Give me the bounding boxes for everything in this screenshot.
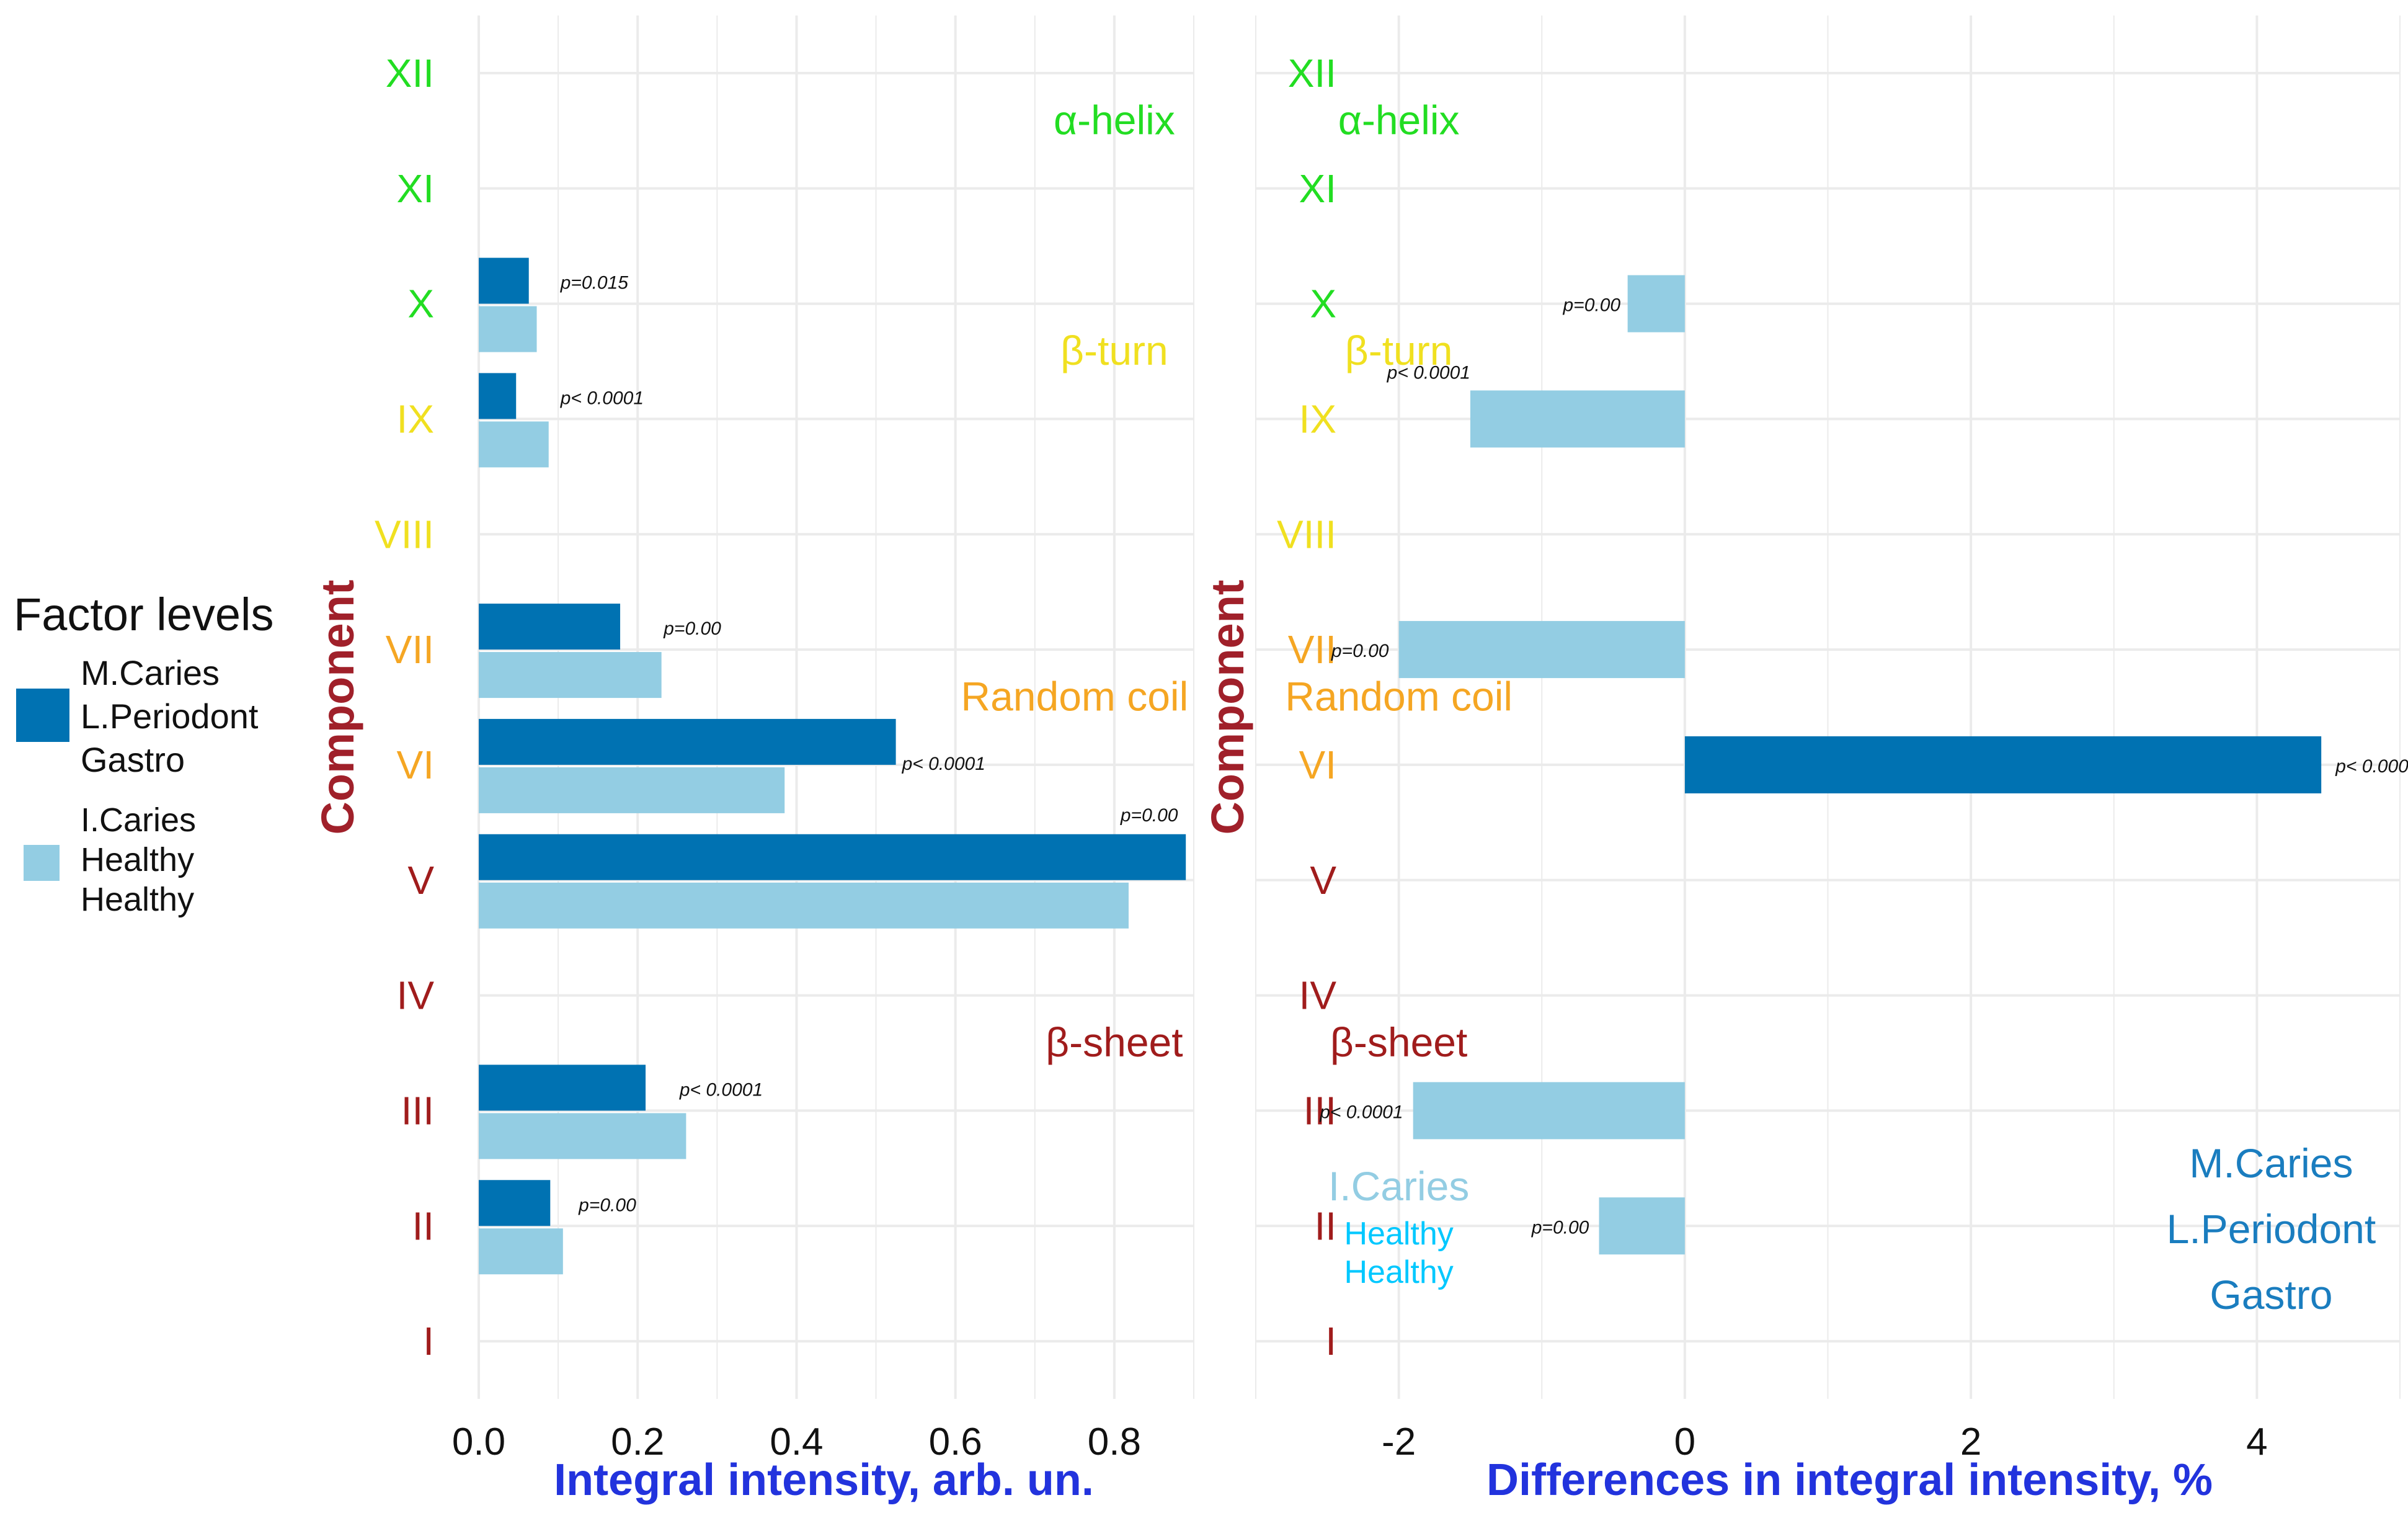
category-tick-label: IV — [397, 973, 435, 1018]
p-value-label: p< 0.0001 — [2335, 756, 2408, 777]
annotation-label: Healthy — [1344, 1216, 1453, 1252]
category-tick-label: III — [1304, 1088, 1336, 1133]
group-label: Random coil — [961, 673, 1188, 719]
legend-entry-dark-line: L.Periodont — [81, 697, 259, 736]
bar-dark-VI — [479, 718, 896, 765]
x-tick-label: 0.8 — [1088, 1421, 1141, 1463]
legend-swatch-dark — [16, 689, 69, 742]
bar-difference-IX — [1470, 390, 1685, 448]
annotation-label: Gastro — [2210, 1272, 2332, 1318]
category-tick-label: XI — [397, 166, 434, 211]
p-value-label: p=0.00 — [1331, 641, 1389, 661]
category-tick-label: XI — [1299, 166, 1336, 211]
p-value-label: p< 0.0001 — [902, 754, 985, 774]
bar-light-VII — [479, 652, 662, 698]
bar-dark-X — [479, 257, 529, 304]
category-tick-label: X — [407, 282, 434, 326]
bar-light-III — [479, 1113, 686, 1159]
category-tick-label: VII — [1288, 627, 1336, 672]
category-tick-label: II — [412, 1203, 434, 1248]
group-label: α-helix — [1338, 97, 1460, 143]
p-value-label: p< 0.0001 — [1319, 1102, 1403, 1122]
x-tick-label: -2 — [1382, 1421, 1416, 1463]
group-label: β-sheet — [1046, 1019, 1183, 1065]
category-tick-label: II — [1314, 1203, 1336, 1248]
category-tick-label: XII — [386, 51, 434, 96]
x-tick-label: 0 — [1674, 1421, 1695, 1463]
category-tick-label: IX — [397, 396, 434, 441]
category-tick-label: VIII — [1277, 512, 1336, 556]
bar-difference-II — [1599, 1197, 1685, 1255]
legend-title: Factor levels — [14, 589, 274, 640]
legend-entry-dark: M.Caries L.Periodont Gastro — [81, 651, 258, 782]
group-label: β-sheet — [1330, 1019, 1467, 1065]
x-tick-label: 0.6 — [929, 1421, 982, 1463]
legend-entry-light: I.Caries Healthy Healthy — [81, 800, 196, 919]
y-axis-title: Component — [312, 579, 363, 834]
x-tick-label: 0.0 — [452, 1421, 505, 1463]
bar-dark-III — [479, 1064, 646, 1111]
legend-entry-light-line: Healthy — [81, 841, 195, 878]
group-label: β-turn — [1345, 328, 1453, 373]
legend-entry-dark-line: Gastro — [81, 740, 185, 779]
x-axis-title: Integral intensity, arb. un. — [554, 1455, 1094, 1505]
legend-entry-light-line: Healthy — [81, 881, 195, 918]
bar-light-II — [479, 1228, 563, 1275]
bar-dark-II — [479, 1180, 551, 1226]
legend-entry-light-line: I.Caries — [81, 801, 197, 839]
bar-difference-X — [1627, 275, 1685, 333]
p-value-label: p< 0.0001 — [1387, 362, 1470, 383]
p-value-label: p< 0.0001 — [679, 1079, 763, 1100]
p-value-label: p< 0.0001 — [560, 388, 644, 408]
category-tick-label: XII — [1288, 51, 1336, 96]
category-tick-label: I — [1325, 1319, 1336, 1363]
category-tick-label: VII — [386, 627, 434, 672]
p-value-label: p=0.00 — [1120, 805, 1178, 826]
p-value-label: p=0.015 — [560, 273, 629, 293]
bar-difference-III — [1413, 1082, 1685, 1140]
category-tick-label: I — [423, 1319, 434, 1363]
x-tick-label: 0.4 — [770, 1421, 823, 1463]
annotation-label: L.Periodont — [2167, 1206, 2376, 1252]
group-label: β-turn — [1060, 328, 1168, 373]
bar-dark-VII — [479, 604, 621, 650]
category-tick-label: VI — [397, 743, 434, 787]
category-tick-label: V — [407, 858, 434, 903]
bar-light-VI — [479, 767, 785, 813]
bar-dark-IX — [479, 373, 517, 419]
bar-dark-V — [479, 834, 1186, 880]
p-value-label: p=0.00 — [578, 1195, 636, 1215]
group-label: α-helix — [1054, 97, 1175, 143]
bar-difference-VI — [1684, 736, 2322, 793]
y-axis-title: Component — [1202, 579, 1253, 834]
x-tick-label: 4 — [2246, 1421, 2267, 1463]
category-tick-label: VI — [1299, 743, 1336, 787]
category-tick-label: IV — [1299, 973, 1337, 1018]
legend-swatch-light — [24, 845, 60, 881]
category-tick-label: X — [1310, 282, 1336, 326]
x-tick-label: 2 — [1960, 1421, 1981, 1463]
category-tick-label: VIII — [375, 512, 434, 556]
category-tick-label: IX — [1299, 396, 1336, 441]
category-tick-label: V — [1310, 858, 1336, 903]
x-tick-label: 0.2 — [611, 1421, 664, 1463]
annotation-label: I.Caries — [1328, 1163, 1469, 1209]
x-axis-title: Differences in integral intensity, % — [1486, 1455, 2213, 1505]
category-tick-label: III — [401, 1088, 434, 1133]
bar-light-IX — [479, 421, 549, 468]
legend-entry-dark-line: M.Caries — [81, 653, 220, 692]
p-value-label: p=0.00 — [1531, 1217, 1589, 1238]
bar-light-V — [479, 882, 1129, 929]
annotation-label: Healthy — [1344, 1254, 1453, 1290]
group-label: Random coil — [1285, 673, 1513, 719]
p-value-label: p=0.00 — [663, 618, 721, 639]
annotation-label: M.Caries — [2189, 1140, 2353, 1186]
bar-difference-VII — [1398, 621, 1685, 679]
bar-light-X — [479, 306, 537, 352]
p-value-label: p=0.00 — [1563, 295, 1621, 316]
